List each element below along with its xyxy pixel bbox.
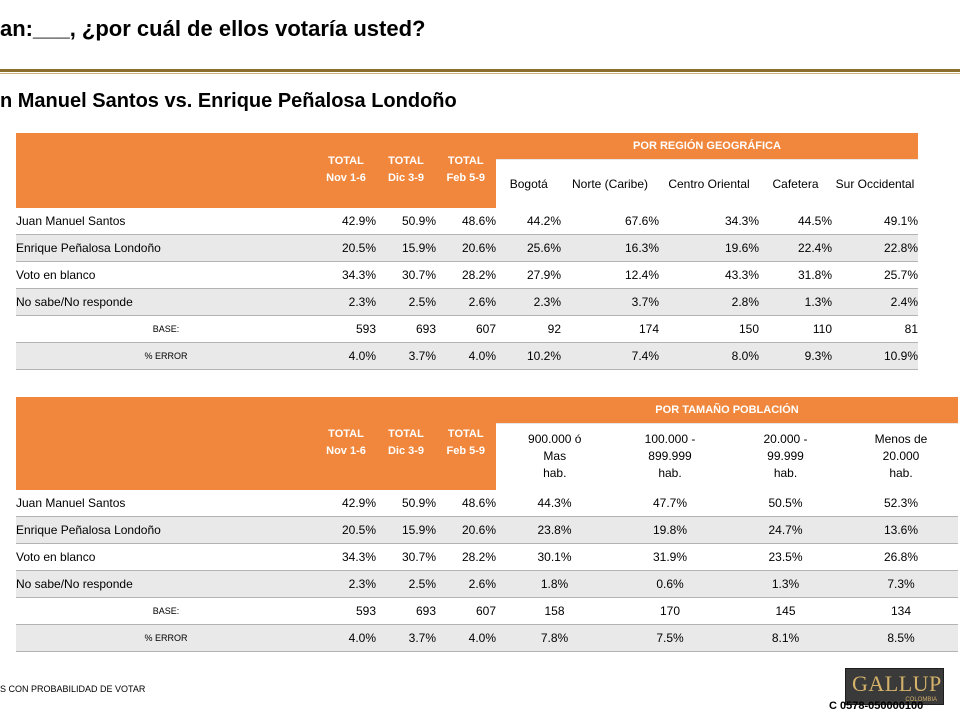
title-divider bbox=[0, 69, 960, 72]
col-norte-caribe: Norte (Caribe) bbox=[561, 159, 659, 208]
col-centro-oriental: Centro Oriental bbox=[659, 159, 759, 208]
table-row: No sabe/No responde 2.3% 2.5% 2.6% 2.3% … bbox=[16, 288, 918, 316]
logo-subtext: COLOMBIA bbox=[905, 697, 937, 703]
table-row: Enrique Peñalosa Londoño 20.5% 15.9% 20.… bbox=[16, 516, 958, 544]
table-row: Voto en blanco 34.3% 30.7% 28.2% 27.9% 1… bbox=[16, 261, 918, 289]
slide-title: an:___, ¿por cuál de ellos votaría usted… bbox=[0, 16, 426, 41]
slide-subtitle: n Manuel Santos vs. Enrique Peñalosa Lon… bbox=[0, 90, 457, 112]
col-cafetera: Cafetera bbox=[759, 159, 832, 208]
total-nov-header: TOTAL Nov 1-6 bbox=[316, 397, 376, 490]
row-label-header bbox=[16, 133, 316, 208]
table-row: Juan Manuel Santos 42.9% 50.9% 48.6% 44.… bbox=[16, 207, 918, 235]
base-row: BASE: 593 693 607 92 174 150 110 81 bbox=[16, 315, 918, 343]
table-row: Juan Manuel Santos 42.9% 50.9% 48.6% 44.… bbox=[16, 489, 958, 517]
row-label-header bbox=[16, 397, 316, 490]
population-group-header: POR TAMAÑO POBLACIÓN bbox=[496, 397, 958, 424]
table-row: Enrique Peñalosa Londoño 20.5% 15.9% 20.… bbox=[16, 234, 918, 262]
total-dic-header: TOTAL Dic 3-9 bbox=[376, 133, 436, 208]
base-row: BASE: 593 693 607 158 170 145 134 bbox=[16, 597, 958, 625]
total-dic-header: TOTAL Dic 3-9 bbox=[376, 397, 436, 490]
title-divider-light bbox=[0, 73, 960, 74]
table-row: No sabe/No responde 2.3% 2.5% 2.6% 1.8% … bbox=[16, 570, 958, 598]
total-feb-header: TOTAL Feb 5-9 bbox=[436, 397, 496, 490]
col-bogota: Bogotá bbox=[495, 159, 561, 208]
total-feb-header: TOTAL Feb 5-9 bbox=[436, 133, 496, 208]
region-table: TOTAL Nov 1-6 TOTAL Dic 3-9 TOTAL Feb 5-9 P… bbox=[16, 133, 918, 370]
col-menos-20000: Menos de 20.000 hab. bbox=[844, 423, 958, 490]
error-row: % ERROR 4.0% 3.7% 4.0% 7.8% 7.5% 8.1% 8.… bbox=[16, 624, 958, 652]
region-group-header: POR REGIÓN GEOGRÁFICA bbox=[496, 133, 918, 160]
logo-wordmark: GALLUP bbox=[852, 671, 942, 696]
error-row: % ERROR 4.0% 3.7% 4.0% 10.2% 7.4% 8.0% 9… bbox=[16, 342, 918, 370]
col-100000-899999: 100.000 -899.999 hab. bbox=[613, 423, 727, 490]
population-size-table: TOTAL Nov 1-6 TOTAL Dic 3-9 TOTAL Feb 5-9 P… bbox=[16, 397, 958, 652]
document-code: C 0578-050000100 bbox=[829, 700, 924, 712]
table-row: Voto en blanco 34.3% 30.7% 28.2% 30.1% 3… bbox=[16, 543, 958, 571]
col-900000-mas: 900.000 ó Mas hab. bbox=[495, 423, 613, 490]
total-nov-header: TOTAL Nov 1-6 bbox=[316, 133, 376, 208]
col-20000-99999: 20.000 -99.999 hab. bbox=[727, 423, 844, 490]
gallup-logo: GALLUP COLOMBIA bbox=[845, 668, 944, 705]
col-sur-occidental: Sur Occidental bbox=[832, 159, 918, 208]
footnote: S CON PROBABILIDAD DE VOTAR bbox=[0, 684, 146, 694]
